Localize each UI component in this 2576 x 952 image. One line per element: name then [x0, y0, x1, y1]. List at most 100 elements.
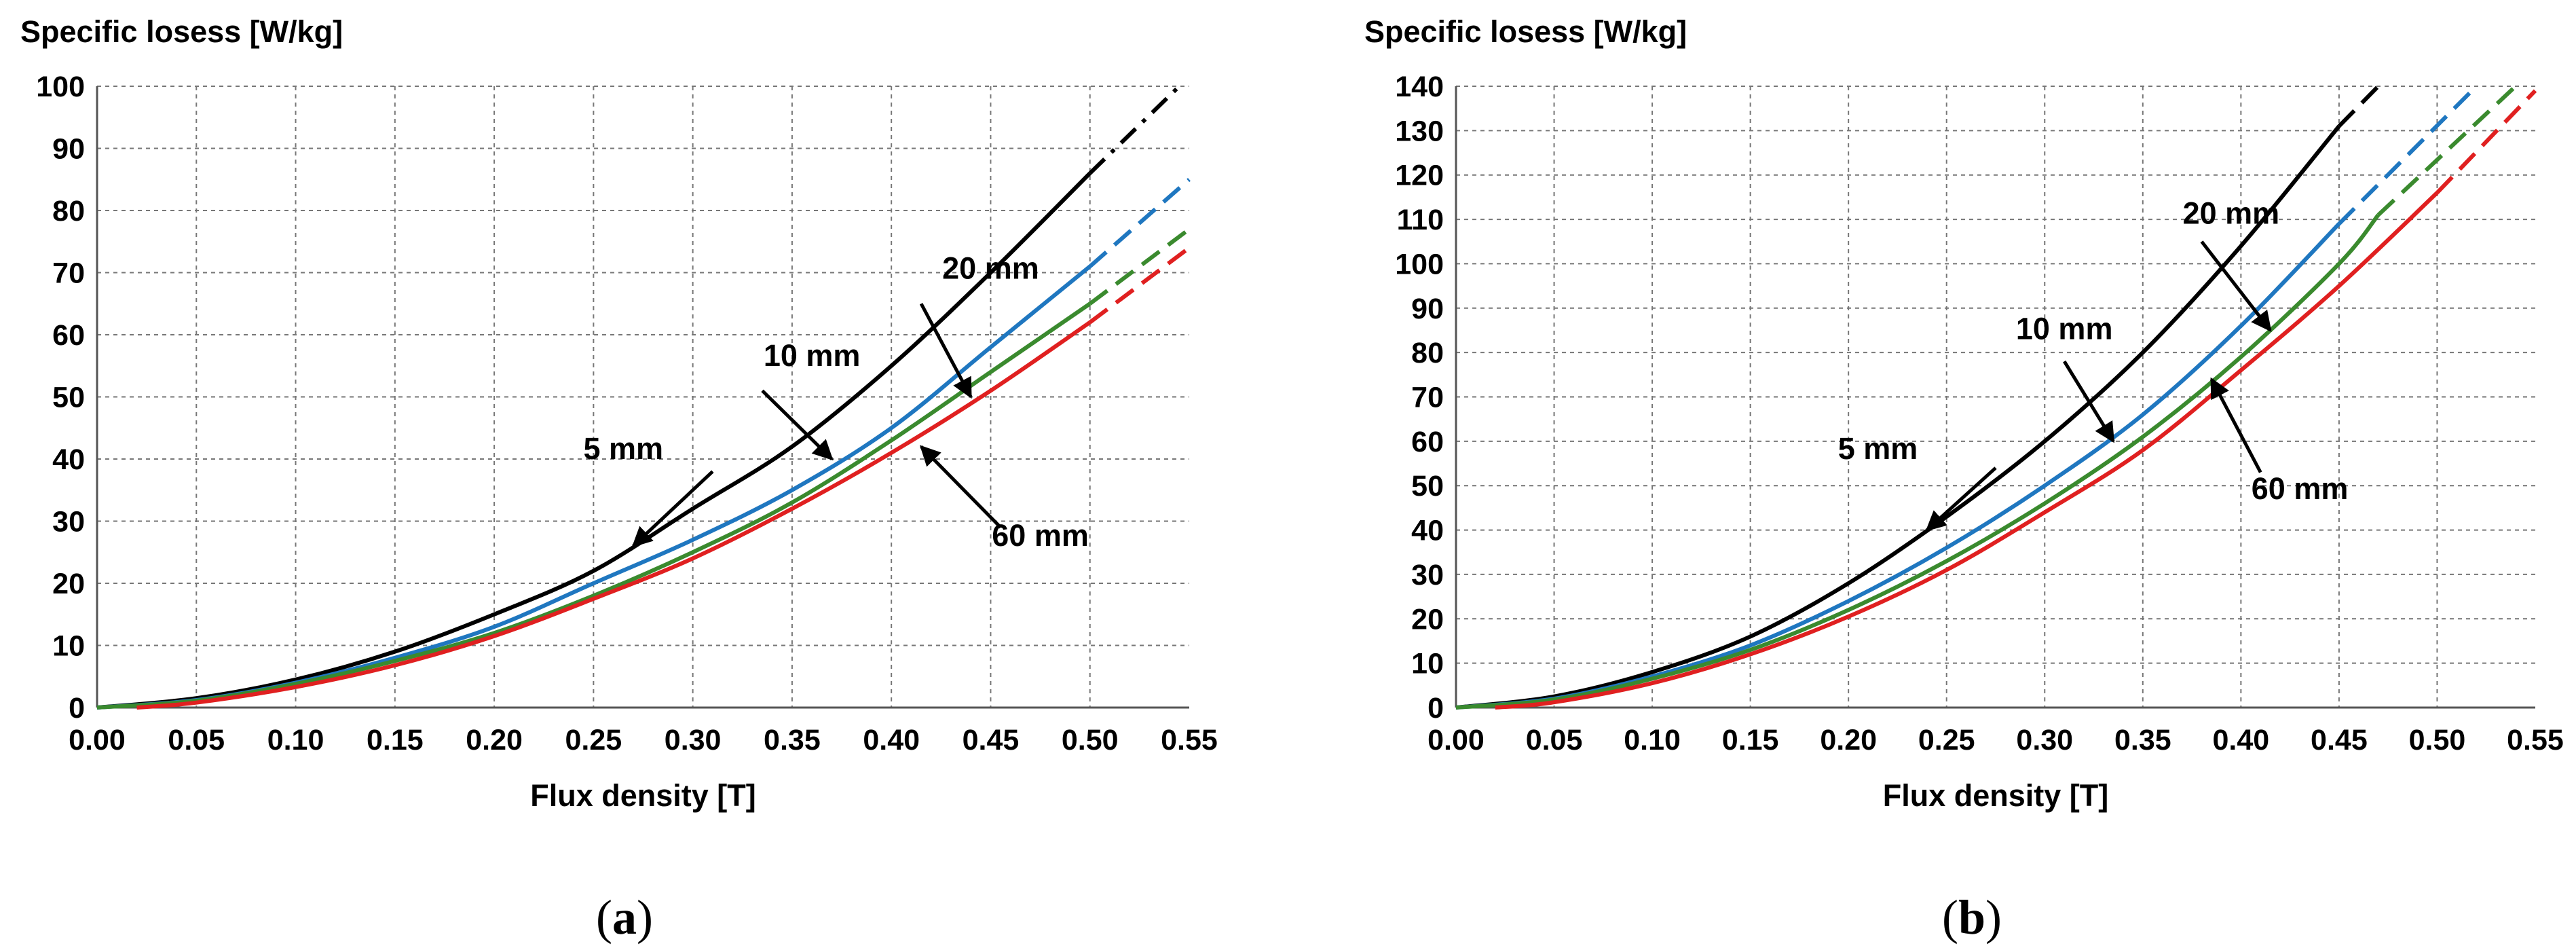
series-extrapolation — [2337, 84, 2478, 225]
annotation-arrow — [919, 445, 1002, 529]
caption-letter: b — [1958, 890, 1985, 945]
annotation-arrow — [2200, 240, 2272, 332]
y-tick-label: 70 — [1411, 382, 1444, 414]
annotation-label: 60 mm — [2252, 471, 2349, 506]
y-tick-label: 50 — [1411, 470, 1444, 502]
series-line — [136, 321, 1091, 710]
annotation-label: 10 mm — [764, 338, 861, 373]
y-tick-label: 90 — [1411, 293, 1444, 325]
series-line — [1495, 191, 2439, 710]
annotation-60-mm: 60 mm — [2209, 377, 2349, 506]
chart-panel-b: 0.00 0.05 0.10 0.15 0.20 0.25 0.30 0.35 0.40 0.45… — [1364, 14, 2564, 945]
y-tick-label: 80 — [1411, 337, 1444, 369]
caption-close-paren: ) — [637, 890, 653, 945]
caption-open-paren: ( — [1942, 890, 1958, 945]
annotation-arrow — [761, 389, 834, 461]
y-tick-label: 20 — [52, 568, 85, 600]
caption-letter: a — [612, 890, 637, 945]
series-line — [1455, 124, 2341, 710]
grid — [1456, 86, 2535, 708]
series-60-mm — [1495, 89, 2537, 710]
x-tick-label: 0.05 — [168, 724, 225, 756]
x-tick-label: 0.15 — [1722, 724, 1779, 756]
y-tick-label: 110 — [1397, 204, 1444, 236]
y-tick-label: 70 — [52, 257, 85, 290]
x-tick-label: 0.50 — [2409, 724, 2466, 756]
annotation-label: 5 mm — [583, 431, 663, 466]
y-tick-label: 80 — [52, 195, 85, 227]
x-tick-label: 0.50 — [1062, 724, 1119, 756]
y-tick-label: 20 — [1411, 603, 1444, 636]
y-tick-label: 40 — [1411, 515, 1444, 547]
y-tick-label: 120 — [1395, 160, 1444, 192]
caption-open-paren: ( — [596, 890, 612, 945]
x-tick-label: 0.55 — [2507, 724, 2564, 756]
annotation-arrow — [2209, 377, 2262, 473]
series-20-mm — [1455, 84, 2518, 710]
annotation-arrow — [919, 303, 973, 399]
series-extrapolation — [1088, 227, 1191, 306]
x-tick-label: 0.15 — [367, 724, 424, 756]
y-tick-label: 60 — [52, 319, 85, 352]
series-extrapolation — [2337, 84, 2380, 128]
y-tick-label: 50 — [52, 382, 85, 414]
annotation-10-mm: 10 mm — [2016, 312, 2115, 443]
annotation-5-mm: 5 mm — [583, 431, 714, 548]
annotation-arrow — [631, 470, 714, 548]
x-tick-label: 0.20 — [466, 724, 523, 756]
annotation-20-mm: 20 mm — [2183, 196, 2280, 332]
series-extrapolation — [1088, 84, 1181, 175]
annotation-60-mm: 60 mm — [919, 445, 1089, 553]
annotation-5-mm: 5 mm — [1838, 431, 1997, 532]
x-tick-label: 0.45 — [2311, 724, 2368, 756]
x-tick-label: 0.55 — [1161, 724, 1218, 756]
x-tick-label: 0.25 — [565, 724, 622, 756]
series-5-mm — [1455, 84, 2380, 710]
annotation-arrow — [2063, 360, 2115, 443]
x-tick-label: 0.40 — [863, 724, 920, 756]
chart-panel-a: 0.00 0.05 0.10 0.15 0.20 0.25 0.30 0.35 0.40 0.45… — [20, 14, 1218, 945]
x-tick-label: 0.10 — [267, 724, 324, 756]
y-axis-title: Specific losess [W/kg] — [1364, 14, 1687, 49]
annotation-20-mm: 20 mm — [919, 251, 1039, 399]
x-tick-label: 0.30 — [2016, 724, 2073, 756]
y-tick-label: 30 — [1411, 559, 1444, 591]
annotation-label: 10 mm — [2016, 312, 2113, 346]
annotation-arrow — [1925, 466, 1997, 532]
annotation-10-mm: 10 mm — [761, 338, 861, 461]
annotation-label: 20 mm — [942, 251, 1039, 286]
series-5-mm — [96, 84, 1181, 710]
y-tick-label: 30 — [52, 506, 85, 538]
y-tick-label: 60 — [1411, 426, 1444, 458]
annotation-label: 5 mm — [1838, 431, 1918, 466]
x-tick-label: 0.05 — [1526, 724, 1583, 756]
x-tick-label: 0.30 — [665, 724, 722, 756]
series-line — [96, 301, 1091, 710]
y-tick-label: 90 — [52, 133, 85, 166]
series-20-mm — [96, 227, 1191, 710]
x-tick-label: 0.00 — [1427, 724, 1485, 756]
y-tick-label: 40 — [52, 443, 85, 476]
series-extrapolation — [1088, 246, 1191, 325]
annotation-label: 20 mm — [2183, 196, 2280, 231]
x-tick-label: 0.25 — [1918, 724, 1975, 756]
x-tick-label: 0.10 — [1624, 724, 1681, 756]
series-60-mm — [136, 246, 1191, 710]
y-tick-label: 140 — [1395, 71, 1444, 103]
series-line — [1455, 213, 2381, 710]
y-tick-label: 100 — [1395, 248, 1444, 280]
series-extrapolation — [2435, 89, 2537, 194]
panel-caption: (b) — [1942, 890, 2002, 945]
panel-caption: (a) — [596, 890, 653, 945]
x-tick-label: 0.20 — [1820, 724, 1877, 756]
y-tick-label: 130 — [1395, 115, 1444, 147]
y-tick-label: 10 — [52, 630, 85, 663]
caption-close-paren: ) — [1985, 890, 2002, 945]
series-extrapolation — [1088, 177, 1191, 268]
grid — [97, 86, 1189, 708]
x-tick-label: 0.35 — [764, 724, 821, 756]
series-line — [96, 171, 1091, 710]
x-tick-label: 0.45 — [963, 724, 1020, 756]
annotation-label: 60 mm — [992, 518, 1089, 553]
